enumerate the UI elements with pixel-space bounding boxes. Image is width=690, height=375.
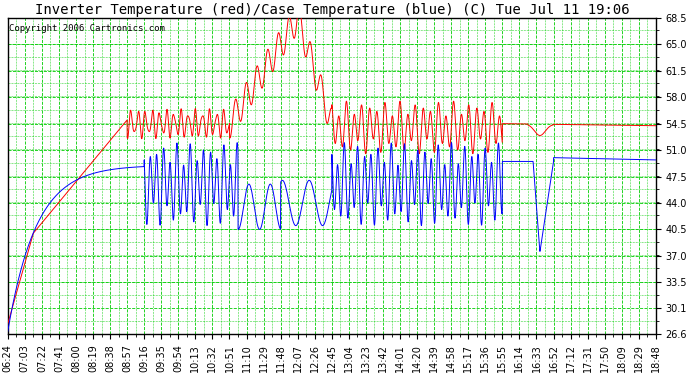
Title: Inverter Temperature (red)/Case Temperature (blue) (C) Tue Jul 11 19:06: Inverter Temperature (red)/Case Temperat… <box>34 3 629 17</box>
Text: Copyright 2006 Cartronics.com: Copyright 2006 Cartronics.com <box>9 24 165 33</box>
